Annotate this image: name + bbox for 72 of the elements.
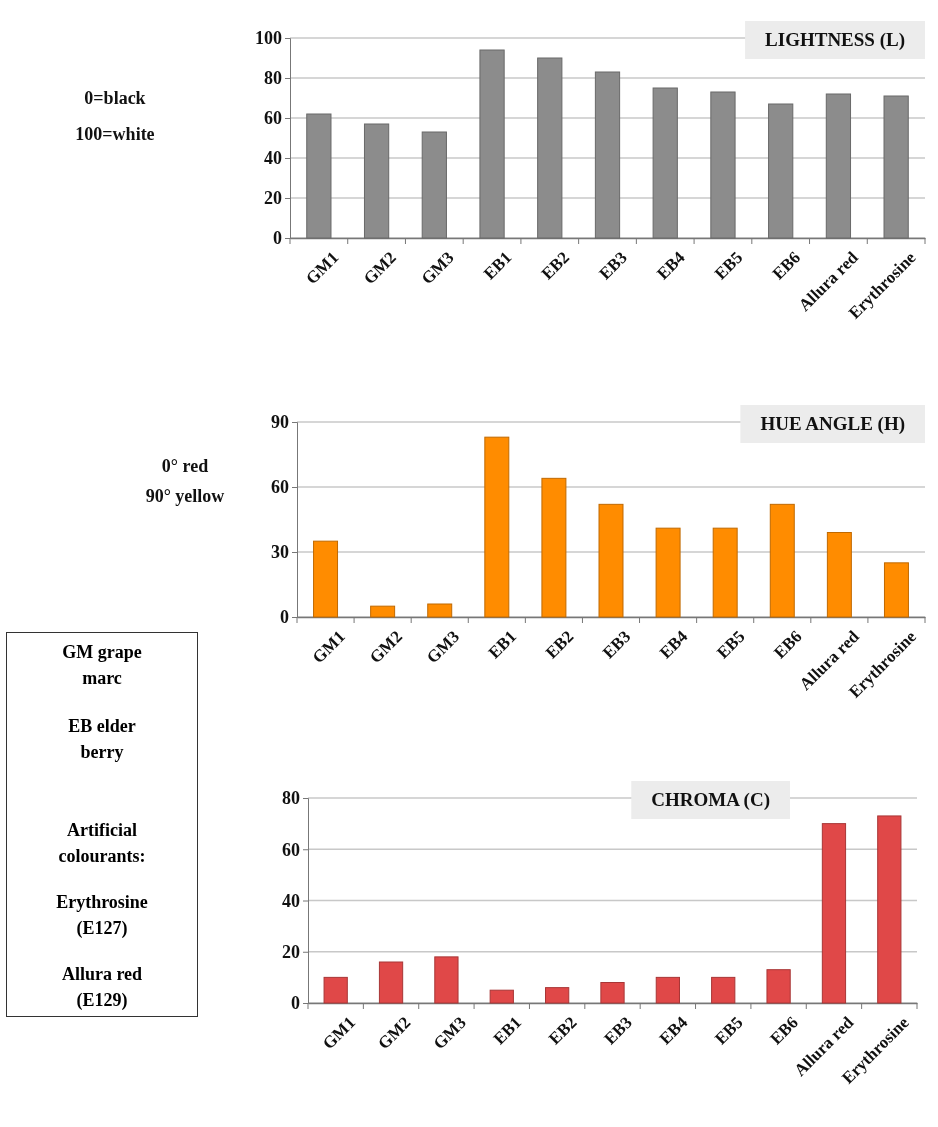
bar <box>825 93 852 239</box>
x-tick-label: EB5 <box>711 1012 747 1049</box>
bar <box>877 815 902 1004</box>
chart-title: HUE ANGLE (H) <box>760 413 905 435</box>
bar <box>541 477 567 618</box>
text: GM grape marc <box>61 641 143 690</box>
text: Erythrosine (E127) <box>55 891 149 940</box>
y-tick-label: 80 <box>264 68 282 89</box>
bar <box>768 103 794 239</box>
x-tick-label: EB2 <box>541 626 578 663</box>
bar <box>710 91 736 239</box>
bar <box>479 49 505 239</box>
bar <box>370 605 396 618</box>
y-tick-label: 20 <box>282 942 300 963</box>
text: 90° yellow <box>145 486 225 506</box>
x-tick-label: EB3 <box>595 247 631 284</box>
bar <box>712 527 738 618</box>
x-tick-label: EB5 <box>713 626 749 663</box>
y-tick-label: 30 <box>271 542 289 563</box>
x-tick-label: EB1 <box>479 247 516 284</box>
x-tick-label: EB3 <box>598 626 635 663</box>
x-tick-label: EB1 <box>484 626 521 663</box>
bar <box>323 976 348 1004</box>
x-tick-label: EB2 <box>537 247 574 284</box>
bar <box>655 976 680 1004</box>
y-tick-label: 60 <box>264 108 282 129</box>
bar <box>484 436 510 618</box>
bar <box>766 969 791 1004</box>
bar <box>421 131 447 239</box>
bar <box>594 71 621 239</box>
bar <box>883 562 909 618</box>
y-tick-label: 0 <box>273 228 282 249</box>
bar <box>826 532 852 618</box>
text: EB elder berry <box>67 715 137 764</box>
chart-title: LIGHTNESS (L) <box>765 29 905 51</box>
bar <box>537 57 563 239</box>
x-tick-label: EB1 <box>489 1012 526 1049</box>
bar <box>363 123 390 239</box>
x-tick-label: EB2 <box>545 1012 581 1049</box>
x-tick-label: EB5 <box>710 247 747 284</box>
bar <box>652 87 678 239</box>
bar <box>883 95 909 239</box>
y-tick-label: 40 <box>282 890 300 911</box>
y-tick-label: 80 <box>282 788 300 809</box>
y-tick-label: 100 <box>255 28 282 49</box>
y-tick-label: 0 <box>280 607 289 628</box>
y-tick-label: 0 <box>291 993 300 1014</box>
bar <box>378 961 404 1004</box>
y-tick-label: 40 <box>264 148 282 169</box>
bar <box>306 113 332 239</box>
text: 0=black <box>84 88 146 108</box>
y-tick-label: 90 <box>271 412 289 433</box>
text: 100=white <box>75 124 155 144</box>
bar <box>600 982 625 1004</box>
bar <box>434 956 459 1004</box>
text: Allura red (E129) <box>60 963 144 1012</box>
text: 0° red <box>161 456 209 476</box>
bar <box>769 503 795 618</box>
x-tick-label: EB3 <box>600 1012 636 1049</box>
bar <box>598 503 624 618</box>
bar <box>655 527 681 618</box>
bar <box>711 976 736 1004</box>
text: Artificial colourants: <box>57 819 147 868</box>
y-tick-label: 60 <box>271 477 289 498</box>
chart-title: CHROMA (C) <box>651 789 770 811</box>
bar <box>313 540 339 618</box>
bar <box>427 603 453 618</box>
bar <box>489 989 514 1004</box>
y-tick-label: 60 <box>282 839 300 860</box>
bar <box>545 987 570 1004</box>
y-tick-label: 20 <box>264 188 282 209</box>
bar <box>821 823 847 1004</box>
